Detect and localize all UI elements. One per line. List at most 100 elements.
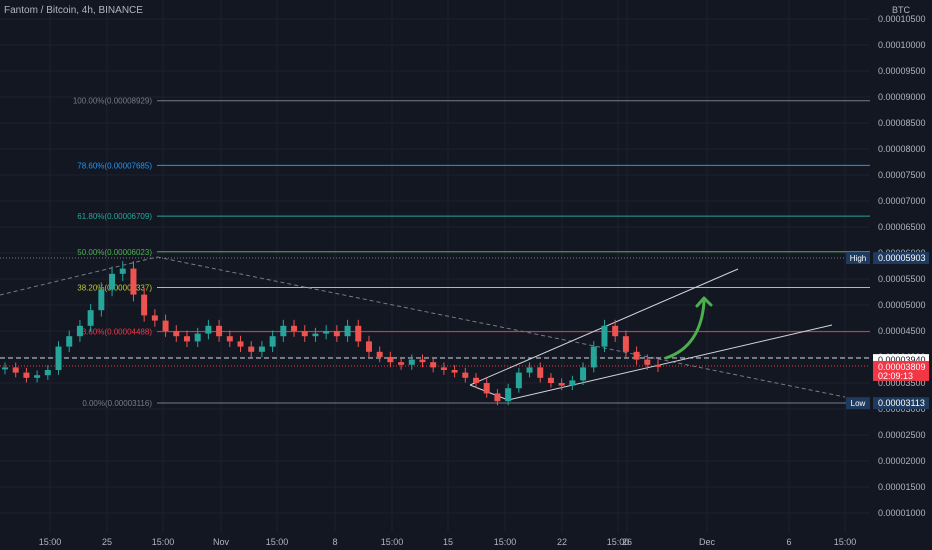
x-tick-label: 15:00 — [607, 537, 630, 547]
y-tick-label: 0.00010500 — [878, 14, 926, 24]
price-axis-background — [870, 0, 932, 532]
candle-body — [590, 346, 597, 368]
x-tick-label: 15:00 — [834, 537, 857, 547]
candle-body — [601, 325, 608, 347]
candle-body — [194, 333, 201, 342]
candle-body — [301, 331, 308, 337]
candle-body — [109, 273, 116, 290]
candle-body — [365, 341, 372, 352]
currency-label: BTC — [892, 5, 911, 15]
y-tick-label: 0.00001500 — [878, 482, 926, 492]
dashed-trendline-left[interactable] — [0, 256, 158, 296]
candle-body — [547, 377, 554, 383]
x-tick-label: 6 — [786, 537, 791, 547]
x-tick-label: 25 — [102, 537, 112, 547]
candle-body — [76, 325, 83, 337]
y-tick-label: 0.00009000 — [878, 92, 926, 102]
x-tick-label: Nov — [213, 537, 230, 547]
candle-body — [515, 372, 522, 389]
candle-body — [151, 315, 158, 321]
price-countdown: 02:09:13 — [878, 371, 913, 381]
x-tick-label: 15:00 — [266, 537, 289, 547]
price-marker-box — [873, 360, 929, 381]
y-tick-label: 0.00008500 — [878, 118, 926, 128]
y-tick-label: 0.00002500 — [878, 430, 926, 440]
candle-body — [655, 364, 661, 367]
candle-body — [494, 393, 501, 402]
candle-body — [387, 357, 394, 363]
candle-body — [622, 336, 629, 352]
candle-body — [612, 325, 619, 337]
green-arrow-head[interactable] — [695, 296, 713, 308]
time-axis-background — [0, 532, 932, 550]
y-tick-label: 0.00005500 — [878, 274, 926, 284]
candle-body — [280, 325, 287, 337]
candle-body — [34, 375, 41, 378]
candle-body — [398, 362, 405, 365]
y-tick-label: 0.00009500 — [878, 66, 926, 76]
candle-body — [644, 359, 651, 365]
x-tick-label: 15:00 — [39, 537, 62, 547]
x-tick-label: 15:00 — [152, 537, 175, 547]
candle-body — [226, 336, 233, 342]
price-tag-box — [846, 252, 870, 265]
fib-level-label: 23.60%(0.00004488) — [77, 328, 152, 337]
candle-body — [344, 325, 351, 337]
candle-body — [2, 367, 8, 370]
candle-body — [419, 359, 426, 363]
y-tick-label: 0.00006500 — [878, 222, 926, 232]
candle-body — [376, 351, 383, 357]
x-tick-label: 15 — [443, 537, 453, 547]
candle-body — [526, 367, 533, 373]
candle-body — [248, 346, 255, 352]
candle-body — [258, 346, 265, 352]
candle-body — [312, 333, 319, 337]
fib-level-label: 78.60%(0.00007685) — [77, 161, 152, 170]
candle-body — [355, 325, 362, 342]
green-arrow[interactable] — [664, 300, 706, 360]
candle-body — [462, 372, 469, 378]
candle-body — [130, 268, 137, 295]
price-marker-value: 0.00003809 — [878, 362, 926, 372]
price-tag-box — [846, 397, 870, 410]
fibonacci-retracement[interactable]: 100.00%(0.00008929) 78.60%(0.00007685) 61.… — [73, 97, 870, 408]
x-tick-label: 26 — [622, 537, 632, 547]
candle-body — [269, 336, 276, 347]
fib-level-label: 61.80%(0.00006709) — [77, 212, 152, 221]
candle-body — [505, 388, 512, 402]
y-tick-label: 0.00005000 — [878, 300, 926, 310]
x-tick-label: Dec — [699, 537, 716, 547]
candle-body — [633, 351, 640, 360]
candle-body — [451, 370, 458, 373]
candle-body — [430, 362, 437, 368]
candlestick-series — [2, 261, 661, 406]
candle-body — [55, 346, 62, 370]
dashed-trendline-descending[interactable] — [156, 256, 846, 398]
fib-level-label: 100.00%(0.00008929) — [73, 97, 153, 106]
candle-body — [183, 336, 190, 342]
candle-body — [580, 367, 587, 381]
fib-level-label: 0.00%(0.00003116) — [82, 399, 152, 408]
candle-body — [44, 370, 51, 376]
price-tag-label: Low — [851, 399, 866, 408]
candle-body — [323, 331, 330, 334]
price-markers: 0.00005903 High 0.000039400.0000380902:09:… — [846, 252, 929, 410]
price-marker-box — [873, 397, 929, 410]
y-tick-label: 0.00002000 — [878, 456, 926, 466]
price-marker-value: 0.00003113 — [878, 398, 925, 408]
candle-body — [440, 367, 447, 370]
y-tick-label: 0.00001000 — [878, 508, 926, 518]
candle-body — [291, 325, 298, 331]
time-axis[interactable]: 15:00 25 15:00 Nov 15:00 8 15:00 15 15:00 22 15:00… — [0, 532, 932, 550]
candle-body — [216, 325, 223, 337]
y-tick-label: 0.00008000 — [878, 144, 926, 154]
candle-body — [237, 341, 244, 347]
candle-body — [66, 336, 73, 347]
candle-body — [12, 367, 19, 373]
x-tick-label: 8 — [332, 537, 337, 547]
candle-body — [87, 310, 94, 326]
candle-body — [537, 367, 544, 378]
candle-body — [473, 377, 480, 383]
